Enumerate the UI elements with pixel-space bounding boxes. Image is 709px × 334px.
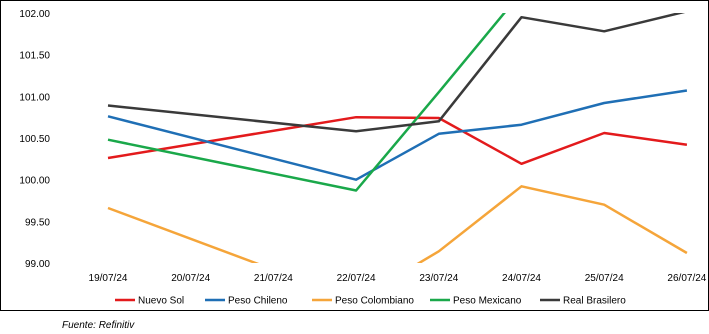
legend-label: Peso Colombiano	[335, 296, 414, 307]
legend: Nuevo Sol Peso Chileno Peso Colombiano Peso…	[115, 296, 626, 307]
x-tick-label: 22/07/24	[337, 273, 376, 284]
legend-label: Peso Mexicano	[453, 296, 522, 307]
legend-label: Nuevo Sol	[138, 296, 184, 307]
series-line-peso-mexicano	[107, 13, 506, 192]
series-layer	[107, 13, 688, 263]
x-tick-label: 20/07/24	[171, 273, 210, 284]
x-axis-ticks: 19/07/24 20/07/24 21/07/24 22/07/24 23/07/24…	[89, 273, 707, 284]
y-tick-label: 101.50	[19, 51, 50, 62]
y-tick-label: 101.00	[19, 92, 50, 103]
source-note: Fuente: Refinitiv	[62, 320, 135, 331]
y-tick-label: 100.00	[19, 176, 50, 187]
series-line-real-brasilero	[107, 13, 686, 133]
x-tick-label: 26/07/24	[667, 273, 706, 284]
legend-label: Real Brasilero	[563, 296, 626, 307]
series-line-nuevo-sol	[107, 115, 688, 166]
y-tick-label: 99.00	[25, 259, 50, 270]
x-tick-label: 19/07/24	[89, 273, 128, 284]
y-tick-label: 102.00	[19, 9, 50, 20]
legend-label: Peso Chileno	[228, 296, 288, 307]
x-tick-label: 23/07/24	[419, 273, 458, 284]
x-tick-label: 24/07/24	[502, 273, 541, 284]
series-line-peso-chileno	[107, 89, 688, 181]
y-axis-ticks: 99.00 99.50 100.00 100.50 101.00 101.50 102.00	[19, 9, 50, 270]
y-tick-label: 100.50	[19, 134, 50, 145]
series-line-peso-colombiano	[107, 185, 688, 263]
chart-frame	[0, 0, 709, 311]
y-tick-label: 99.50	[25, 217, 50, 228]
x-tick-label: 21/07/24	[254, 273, 293, 284]
x-tick-label: 25/07/24	[585, 273, 624, 284]
